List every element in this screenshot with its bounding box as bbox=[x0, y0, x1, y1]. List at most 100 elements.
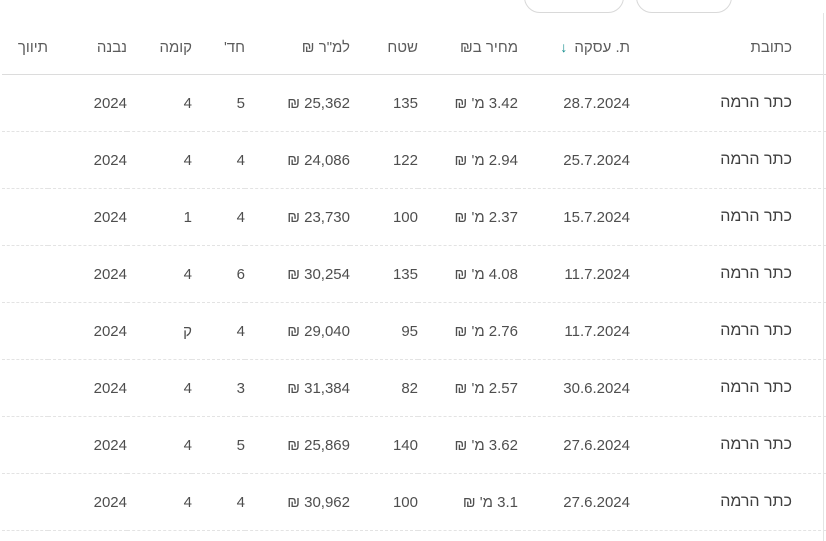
cell-price-per-sqm: 30,254 ₪ bbox=[245, 245, 350, 303]
deal-row[interactable]: כתר הרמה 27.6.2024 3.1 מ' ₪ 100 30,962 ₪… bbox=[2, 473, 826, 531]
cell-rooms: 5 bbox=[192, 416, 245, 474]
cell-brokerage bbox=[2, 188, 48, 246]
sort-desc-arrow-icon[interactable]: ↓ bbox=[560, 38, 568, 55]
cell-price: 3.1 מ' ₪ bbox=[418, 473, 518, 531]
cell-area: 100 bbox=[350, 473, 418, 531]
cell-address: כתר הרמה bbox=[630, 302, 826, 360]
cell-floor: 4 bbox=[127, 359, 192, 417]
cell-brokerage bbox=[2, 359, 48, 417]
cell-area: 140 bbox=[350, 416, 418, 474]
cell-price: 2.57 מ' ₪ bbox=[418, 359, 518, 417]
cell-deal-date: 11.7.2024 bbox=[518, 302, 630, 360]
cell-address: כתר הרמה bbox=[630, 359, 826, 417]
column-header-area[interactable]: שטח bbox=[350, 20, 418, 75]
deal-row[interactable]: כתר הרמה 11.7.2024 4.08 מ' ₪ 135 30,254 … bbox=[2, 245, 826, 303]
column-header-floor[interactable]: קומה bbox=[127, 20, 192, 75]
column-header-built-label: נבנה bbox=[96, 38, 127, 56]
deal-row[interactable]: כתר הרמה 30.6.2024 2.57 מ' ₪ 82 31,384 ₪… bbox=[2, 359, 826, 417]
deal-row[interactable]: כתר הרמה 28.7.2024 3.42 מ' ₪ 135 25,362 … bbox=[2, 74, 826, 132]
toolbar-pill-button-2[interactable] bbox=[636, 0, 732, 13]
cell-brokerage bbox=[2, 473, 48, 531]
cell-price: 3.62 מ' ₪ bbox=[418, 416, 518, 474]
cell-price: 2.94 מ' ₪ bbox=[418, 131, 518, 189]
cell-price-per-sqm: 25,362 ₪ bbox=[245, 74, 350, 132]
column-header-price-per-sqm[interactable]: ₪ למ"ר bbox=[245, 20, 350, 75]
cell-floor: 1 bbox=[127, 188, 192, 246]
cell-price: 4.08 מ' ₪ bbox=[418, 245, 518, 303]
column-header-price-per-sqm-label: ₪ למ"ר bbox=[301, 38, 350, 56]
column-header-rooms[interactable]: חד' bbox=[192, 20, 245, 75]
cell-built: 2024 bbox=[48, 188, 127, 246]
cell-price: 2.37 מ' ₪ bbox=[418, 188, 518, 246]
deal-row[interactable]: כתר הרמה 25.7.2024 2.94 מ' ₪ 122 24,086 … bbox=[2, 131, 826, 189]
cell-built: 2024 bbox=[48, 473, 127, 531]
column-header-rooms-label: חד' bbox=[223, 38, 245, 56]
cell-floor: 4 bbox=[127, 131, 192, 189]
cell-area: 135 bbox=[350, 74, 418, 132]
cell-price: 2.76 מ' ₪ bbox=[418, 302, 518, 360]
cell-rooms: 4 bbox=[192, 188, 245, 246]
cell-address: כתר הרמה bbox=[630, 74, 826, 132]
cell-floor: ק bbox=[127, 302, 192, 360]
cell-brokerage bbox=[2, 74, 48, 132]
cell-deal-date: 27.6.2024 bbox=[518, 473, 630, 531]
column-header-address-label: כתובת bbox=[750, 38, 792, 56]
cell-area: 95 bbox=[350, 302, 418, 360]
cell-floor: 4 bbox=[127, 416, 192, 474]
column-header-area-label: שטח bbox=[387, 38, 418, 56]
cell-area: 122 bbox=[350, 131, 418, 189]
cell-address: כתר הרמה bbox=[630, 245, 826, 303]
cell-rooms: 4 bbox=[192, 302, 245, 360]
cell-built: 2024 bbox=[48, 74, 127, 132]
cell-built: 2024 bbox=[48, 359, 127, 417]
column-header-brokerage[interactable]: תיווך bbox=[2, 20, 48, 75]
cell-price: 3.42 מ' ₪ bbox=[418, 74, 518, 132]
cell-price-per-sqm: 30,962 ₪ bbox=[245, 473, 350, 531]
cell-rooms: 4 bbox=[192, 131, 245, 189]
cell-rooms: 5 bbox=[192, 74, 245, 132]
column-header-address[interactable]: כתובת bbox=[630, 20, 826, 75]
cell-deal-date: 30.6.2024 bbox=[518, 359, 630, 417]
cell-price-per-sqm: 24,086 ₪ bbox=[245, 131, 350, 189]
cell-area: 82 bbox=[350, 359, 418, 417]
cell-built: 2024 bbox=[48, 416, 127, 474]
card-right-border bbox=[823, 13, 824, 541]
cell-rooms: 6 bbox=[192, 245, 245, 303]
cell-floor: 4 bbox=[127, 74, 192, 132]
cell-floor: 4 bbox=[127, 473, 192, 531]
cell-address: כתר הרמה bbox=[630, 131, 826, 189]
cell-address: כתר הרמה bbox=[630, 416, 826, 474]
cell-built: 2024 bbox=[48, 302, 127, 360]
cell-brokerage bbox=[2, 416, 48, 474]
cell-deal-date: 11.7.2024 bbox=[518, 245, 630, 303]
cell-brokerage bbox=[2, 245, 48, 303]
toolbar-pill-button-1[interactable] bbox=[524, 0, 624, 13]
cell-price-per-sqm: 25,869 ₪ bbox=[245, 416, 350, 474]
table-header-row: כתובת ת. עסקה ↓ מחיר ב₪ שטח ₪ למ"ר חד' bbox=[2, 20, 826, 75]
cell-price-per-sqm: 29,040 ₪ bbox=[245, 302, 350, 360]
cell-deal-date: 15.7.2024 bbox=[518, 188, 630, 246]
cell-price-per-sqm: 31,384 ₪ bbox=[245, 359, 350, 417]
cell-address: כתר הרמה bbox=[630, 188, 826, 246]
deal-row[interactable]: כתר הרמה 27.6.2024 3.62 מ' ₪ 140 25,869 … bbox=[2, 416, 826, 474]
cell-brokerage bbox=[2, 131, 48, 189]
column-header-price[interactable]: מחיר ב₪ bbox=[418, 20, 518, 75]
cell-built: 2024 bbox=[48, 245, 127, 303]
cell-rooms: 3 bbox=[192, 359, 245, 417]
deals-table: כתובת ת. עסקה ↓ מחיר ב₪ שטח ₪ למ"ר חד' bbox=[2, 20, 826, 531]
cell-deal-date: 27.6.2024 bbox=[518, 416, 630, 474]
column-header-deal-date-label: ת. עסקה bbox=[574, 38, 630, 56]
deal-row[interactable]: כתר הרמה 11.7.2024 2.76 מ' ₪ 95 29,040 ₪… bbox=[2, 302, 826, 360]
cell-deal-date: 25.7.2024 bbox=[518, 131, 630, 189]
cell-built: 2024 bbox=[48, 131, 127, 189]
column-header-price-label: מחיר ב₪ bbox=[460, 38, 518, 56]
column-header-deal-date[interactable]: ת. עסקה ↓ bbox=[518, 20, 630, 75]
column-header-floor-label: קומה bbox=[159, 38, 192, 56]
cell-area: 135 bbox=[350, 245, 418, 303]
deal-row[interactable]: כתר הרמה 15.7.2024 2.37 מ' ₪ 100 23,730 … bbox=[2, 188, 826, 246]
cell-area: 100 bbox=[350, 188, 418, 246]
column-header-built[interactable]: נבנה bbox=[48, 20, 127, 75]
cell-floor: 4 bbox=[127, 245, 192, 303]
column-header-brokerage-label: תיווך bbox=[17, 38, 48, 56]
